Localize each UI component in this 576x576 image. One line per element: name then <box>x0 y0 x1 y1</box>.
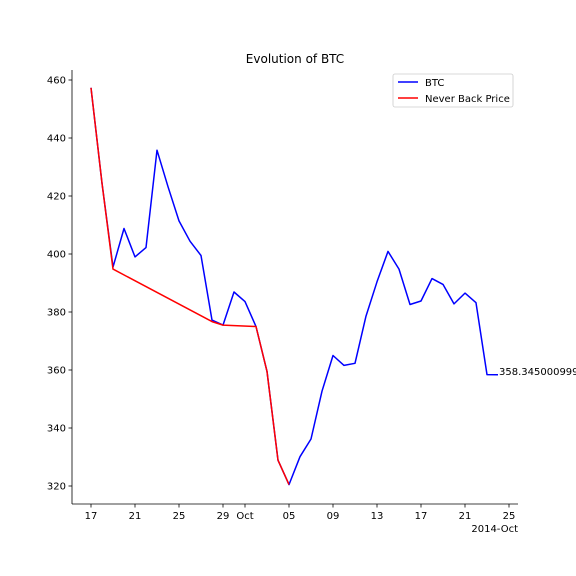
x-tick-label: 25 <box>173 511 186 522</box>
x-tick-label: 17 <box>415 511 428 522</box>
plot-lines <box>90 87 499 486</box>
x-tick-label: 29 <box>217 511 230 522</box>
y-tick-label: 360 <box>47 366 66 377</box>
y-tick-label: 380 <box>47 308 66 319</box>
legend: BTC Never Back Price <box>392 73 514 108</box>
legend-label-never-back-price: Never Back Price <box>425 94 510 105</box>
series-line-never-back-price <box>90 87 290 485</box>
y-tick-label: 420 <box>47 192 66 203</box>
x-axis-offset-label: 2014-Oct <box>471 524 518 535</box>
legend-box <box>392 73 514 108</box>
y-tick-label: 340 <box>47 424 66 435</box>
x-tick-label: 09 <box>327 511 340 522</box>
x-tick-label: 21 <box>459 511 472 522</box>
x-tick-label: 21 <box>129 511 142 522</box>
x-tick-label: 25 <box>503 511 516 522</box>
series-line-btc <box>90 87 499 486</box>
y-tick-label: 440 <box>47 134 66 145</box>
y-ticks: 320 340 360 380 400 420 440 460 <box>47 76 72 493</box>
end-value-annotation: 358.345000999 <box>499 367 576 378</box>
chart-title: Evolution of BTC <box>246 52 344 66</box>
x-tick-label: 13 <box>371 511 384 522</box>
y-tick-label: 400 <box>47 250 66 261</box>
legend-label-btc: BTC <box>425 78 444 89</box>
x-tick-label: 17 <box>85 511 98 522</box>
x-tick-label: Oct <box>236 511 253 522</box>
x-ticks: 17 21 25 29 Oct 05 09 13 17 21 25 <box>85 504 516 522</box>
y-tick-label: 460 <box>47 76 66 87</box>
y-tick-label: 320 <box>47 482 66 493</box>
x-tick-label: 05 <box>283 511 296 522</box>
